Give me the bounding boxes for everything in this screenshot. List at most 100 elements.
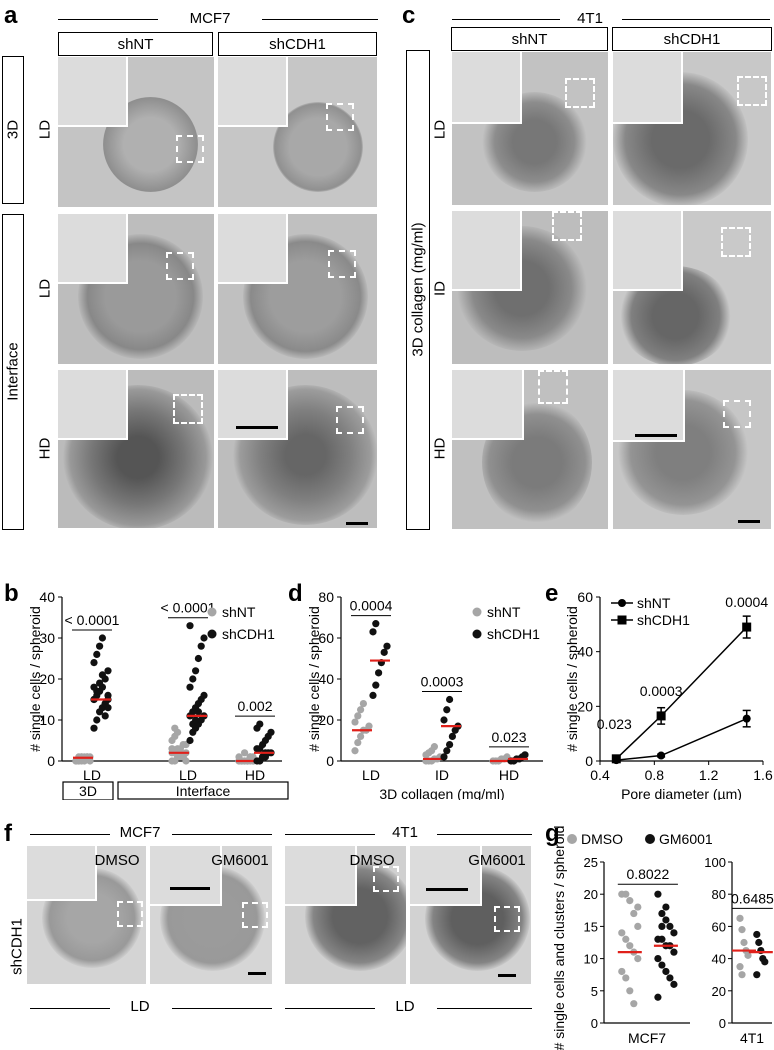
data-point (96, 679, 104, 687)
data-point (186, 736, 194, 745)
data-point (93, 716, 101, 724)
x-tick-label: LD (83, 767, 101, 783)
data-point (104, 691, 112, 699)
micrograph-mcf7-shcdh1-int-hd (217, 369, 378, 529)
data-point (521, 751, 529, 759)
data-point (742, 622, 752, 632)
col-label: GM6001 (211, 852, 269, 869)
group-label: Interface (176, 783, 231, 799)
data-point (448, 732, 456, 740)
x-tick-label: 0.4 (590, 767, 610, 783)
p-value-label: 0.0004 (350, 598, 393, 614)
data-point (755, 938, 763, 947)
chart-b: 0 10 20 30 40# single cells / spheroid LD < 0.… (27, 589, 289, 800)
data-point (440, 753, 448, 761)
legend-label: DMSO (581, 831, 623, 847)
data-point (753, 971, 761, 979)
y-tick-label: 0 (47, 753, 55, 769)
data-point (256, 720, 264, 728)
data-point (634, 955, 642, 963)
legend-label: shNT (487, 604, 521, 620)
panel-label-g: g (545, 820, 560, 847)
data-point (622, 890, 630, 898)
micrograph-4t1-shcdh1-hd (612, 369, 772, 530)
p-value-label: < 0.0001 (161, 600, 216, 616)
x-tick-label: LD (179, 767, 197, 783)
data-point (626, 897, 634, 905)
data-point (369, 691, 377, 699)
data-point (657, 751, 666, 760)
data-point (182, 757, 190, 765)
data-point (753, 930, 761, 939)
legend-label: shNT (637, 595, 671, 611)
group-box-interface (2, 214, 24, 530)
y-tick-label: 20 (318, 712, 334, 728)
micrograph-4t1-shnt-ld (451, 51, 609, 206)
data-point (90, 683, 98, 691)
y-tick-label: 40 (39, 589, 55, 605)
data-point (189, 675, 197, 683)
group-label-collagen: 3D collagen (mg/ml) (409, 222, 427, 357)
data-point (611, 754, 621, 764)
data-point (357, 732, 365, 740)
y-axis-label: # single cells / spheroid (306, 606, 322, 752)
col-header-shnt: shNT (58, 32, 213, 56)
data-point (618, 967, 626, 976)
data-point (744, 951, 752, 959)
data-point (742, 714, 751, 723)
data-point (430, 743, 438, 751)
panel-label-f: f (4, 820, 12, 847)
y-tick-label: 40 (318, 671, 334, 687)
data-point (86, 757, 94, 765)
y-tick-label: 40 (577, 644, 593, 660)
row-label: ID (431, 281, 449, 296)
legend-marker (472, 629, 482, 639)
y-tick-label: 80 (318, 589, 334, 605)
data-point (740, 938, 748, 947)
title-rule (285, 834, 375, 835)
data-point (670, 929, 678, 937)
data-point (626, 942, 634, 950)
data-point (662, 903, 670, 911)
data-point (354, 712, 362, 720)
bottom-rule (285, 1008, 375, 1009)
group-label: 3D (79, 783, 97, 799)
data-point (654, 955, 662, 963)
x-tick-label: HD (499, 767, 519, 783)
micrograph-4t1-shcdh1-id (612, 210, 772, 365)
data-point (736, 914, 744, 922)
bottom-label-ld: LD (130, 998, 150, 1015)
data-point (90, 659, 98, 667)
chart-g: DMSO GM6001 # single cells and clusters / … (551, 826, 774, 1050)
y-tick-label: 5 (591, 984, 598, 999)
data-point (354, 738, 362, 747)
chart-e: 0 20 40 60 0.4 0.8 1.2 1.6 Pore diameter (µm) # s… (564, 589, 773, 800)
data-point (192, 716, 200, 724)
title-rule (452, 19, 560, 20)
data-point (440, 716, 448, 724)
data-point (618, 929, 626, 937)
data-point (98, 634, 106, 642)
data-point (383, 642, 391, 650)
legend-marker (618, 599, 626, 607)
y-axis-label: # single cells / spheroid (27, 606, 43, 752)
data-point (446, 741, 454, 749)
micrograph-mcf7-shcdh1-int-ld (217, 213, 378, 365)
legend-label: GM6001 (659, 831, 713, 847)
row-label: HD (36, 437, 54, 460)
y-tick-label: 25 (584, 855, 598, 870)
x-tick-label: HD (245, 767, 265, 783)
group-label-3d: 3D (4, 119, 22, 140)
data-point (90, 724, 98, 732)
data-point (365, 722, 373, 730)
panel-a-title: MCF7 (189, 10, 231, 27)
data-point (446, 695, 454, 704)
data-point (98, 671, 106, 679)
p-value-label: 0.0003 (640, 683, 683, 699)
panel-f-title-4t1: 4T1 (392, 824, 418, 841)
data-point (200, 634, 208, 642)
data-point (194, 708, 202, 716)
p-value-label: 0.023 (491, 729, 526, 745)
micrograph-mcf7-shnt-int-ld (57, 213, 215, 365)
legend-label: shCDH1 (487, 626, 540, 642)
